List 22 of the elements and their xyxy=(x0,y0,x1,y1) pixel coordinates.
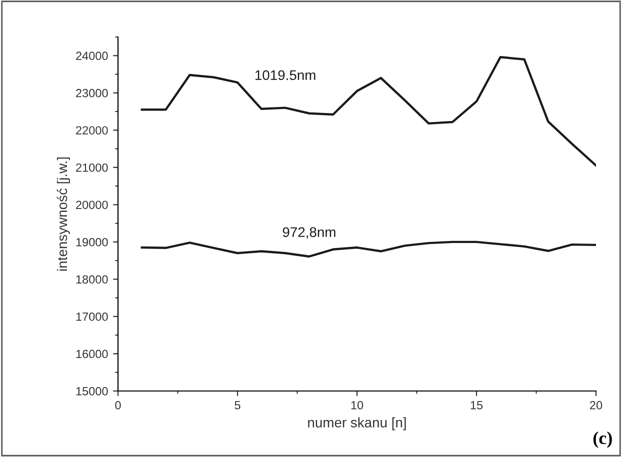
y-tick-label: 17000 xyxy=(76,312,108,321)
series-label: 972,8nm xyxy=(282,227,336,239)
y-tick-label: 16000 xyxy=(76,350,108,358)
y-axis-title: intensywność [j.w.] xyxy=(56,157,70,271)
series-label: 1019.5nm xyxy=(255,70,316,80)
y-tick-label: 19000 xyxy=(76,238,108,246)
x-tick-label: 20 xyxy=(590,401,602,410)
y-tick-label: 21000 xyxy=(76,163,108,172)
x-tick-label: 15 xyxy=(470,401,483,410)
text: (c) xyxy=(593,431,612,448)
x-tick-label: 5 xyxy=(234,401,240,410)
y-tick-label: 22000 xyxy=(76,126,108,135)
y-tick-label: 20000 xyxy=(76,200,108,210)
line-series xyxy=(140,56,596,167)
y-tick-label: 15000 xyxy=(76,387,108,396)
x-axis-title: numer skanu [n] xyxy=(308,417,406,430)
x-tick-label: 0 xyxy=(115,401,121,410)
y-tick-label: 23000 xyxy=(76,88,108,98)
y-tick-label: 24000 xyxy=(76,52,108,60)
x-tick-label: 10 xyxy=(351,401,364,410)
y-tick-label: 18000 xyxy=(76,275,108,284)
line-series xyxy=(140,240,596,258)
